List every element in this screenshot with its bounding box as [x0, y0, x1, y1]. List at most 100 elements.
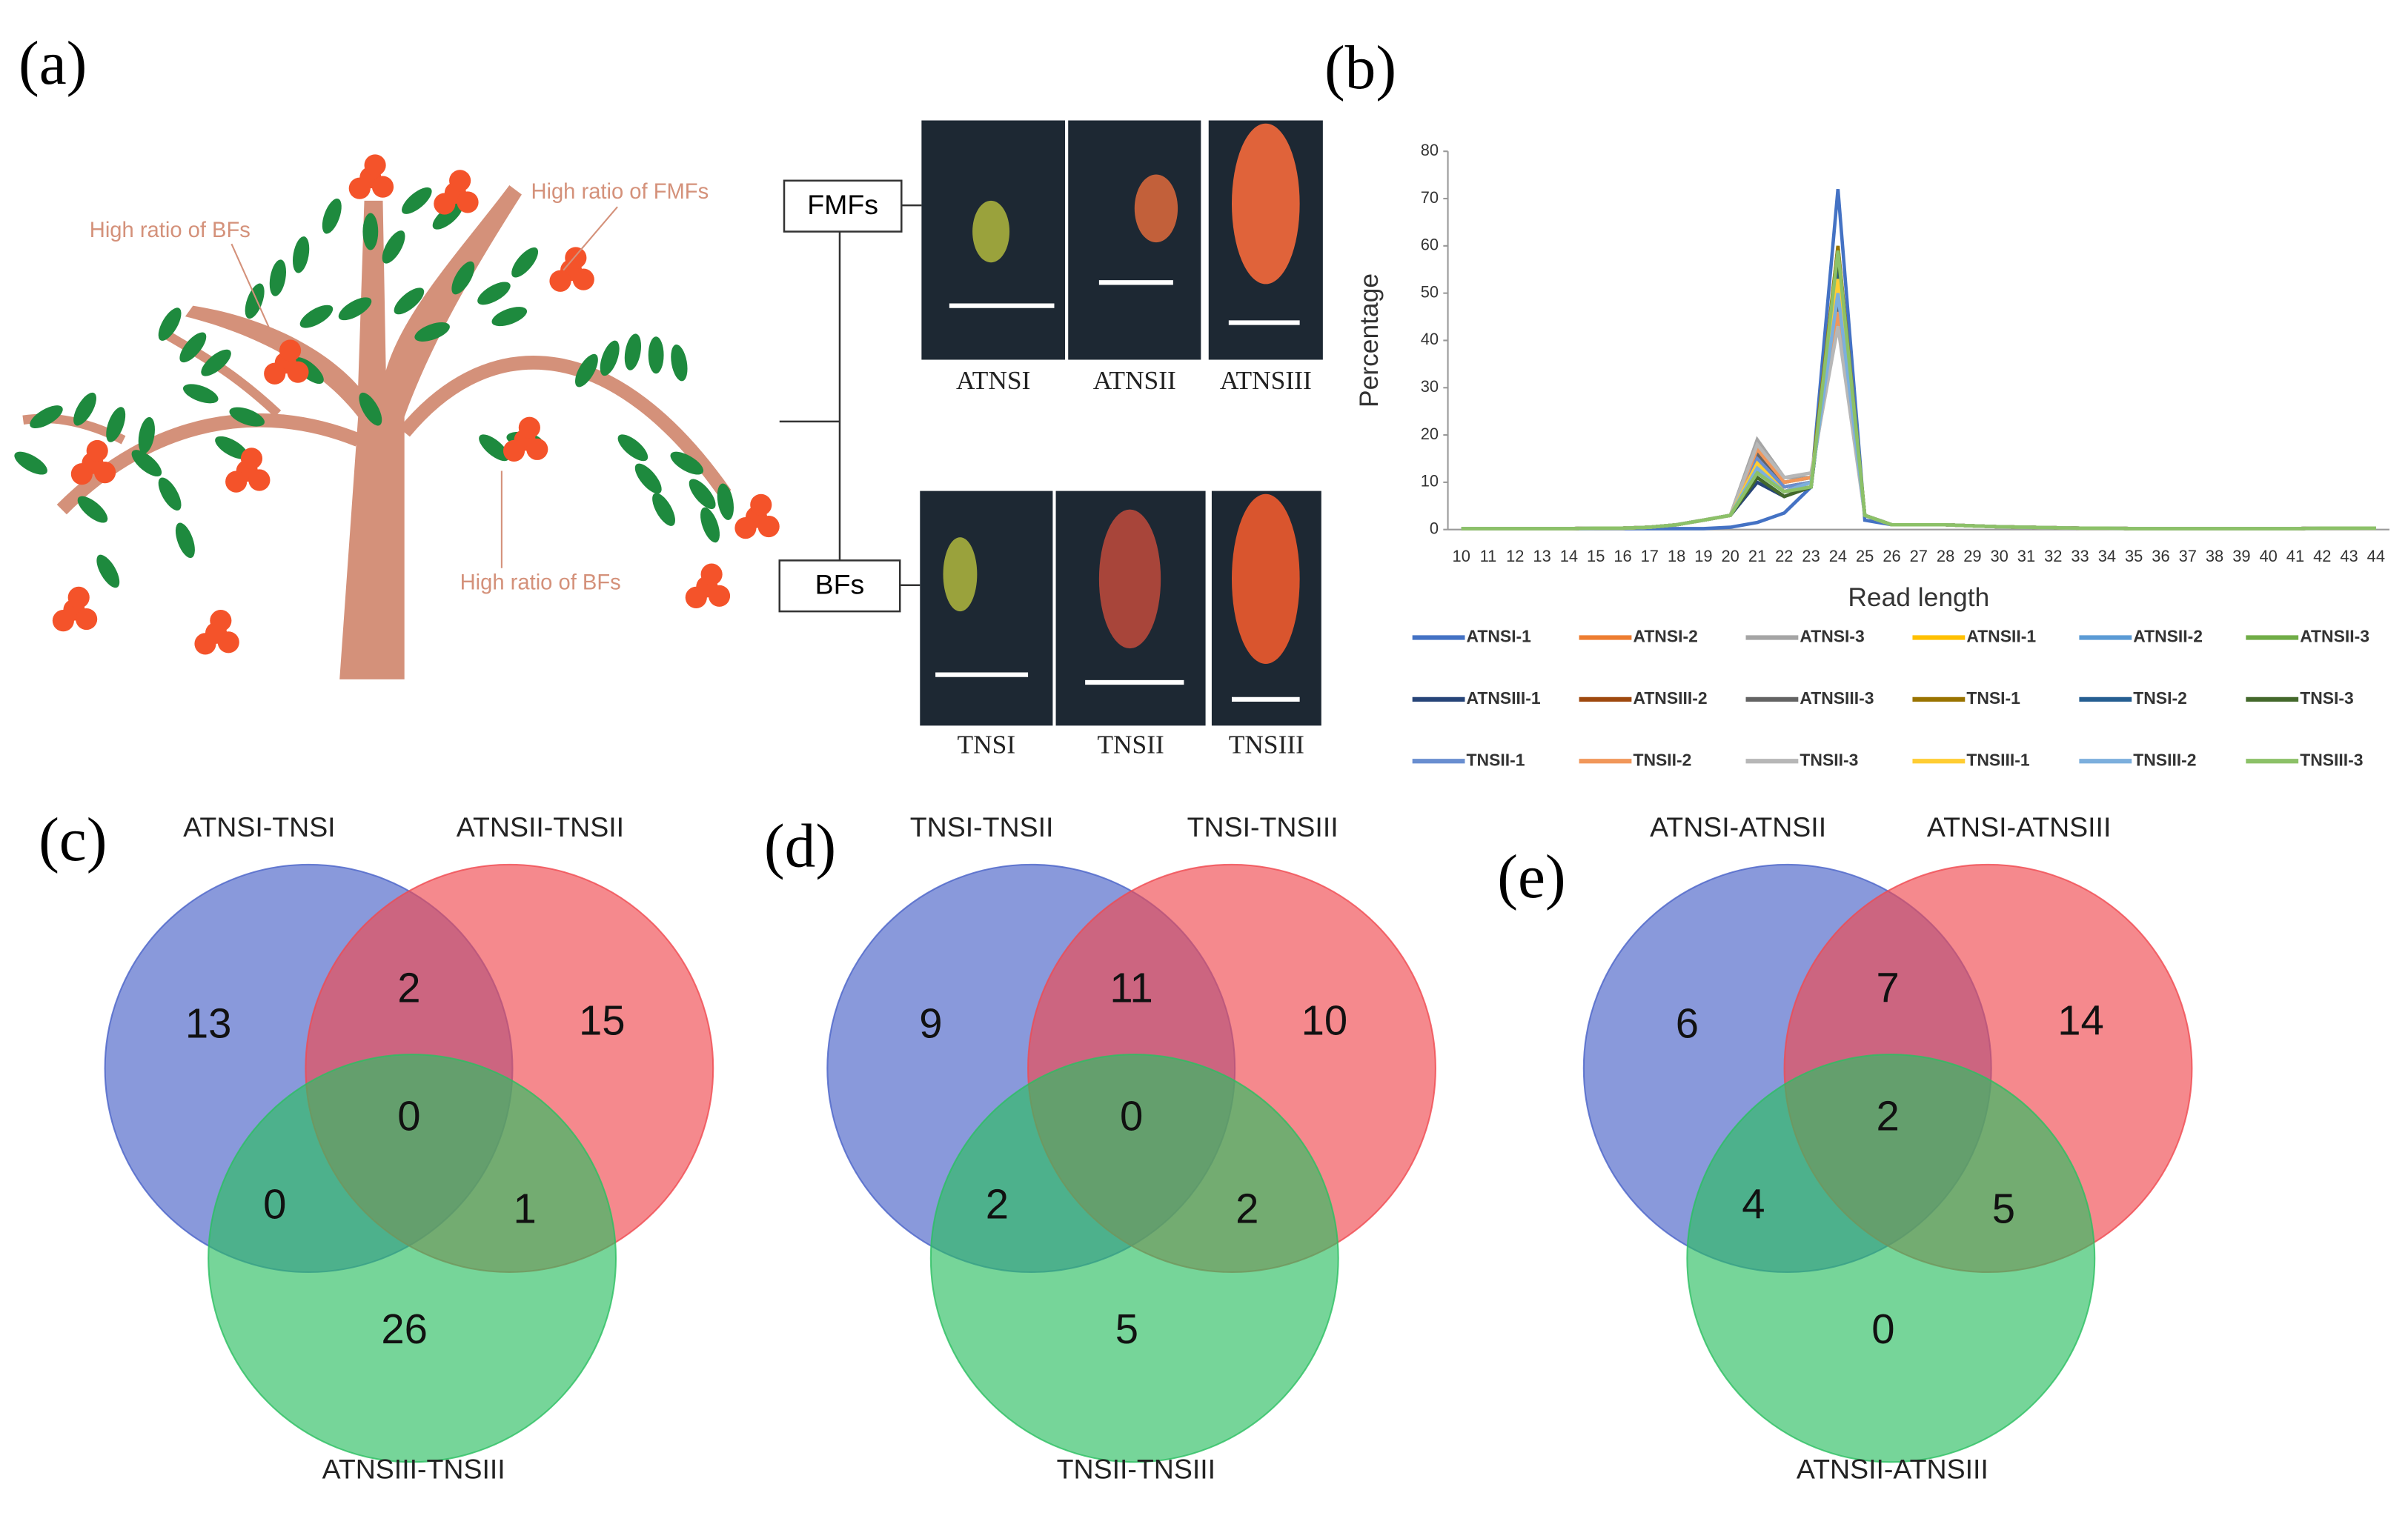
x-tick-label: 30	[1991, 547, 2009, 565]
x-tick-label: 35	[2125, 547, 2143, 565]
y-tick-label: 40	[1421, 330, 1439, 348]
flower	[734, 517, 757, 539]
leaf	[717, 483, 734, 520]
fruit	[1231, 493, 1300, 664]
leaf	[30, 405, 63, 429]
leaf	[201, 349, 231, 376]
leaf	[634, 463, 662, 494]
leaf	[322, 198, 342, 234]
tree-illustration	[14, 154, 780, 679]
venn-set	[208, 1054, 617, 1463]
leaf	[414, 322, 450, 342]
flower	[757, 515, 780, 538]
leaf	[338, 297, 372, 321]
flower	[70, 463, 93, 485]
region-count: 0	[397, 1093, 420, 1140]
venn-set	[1686, 1054, 2096, 1463]
leaf	[14, 451, 47, 475]
annotation-pointer	[563, 206, 618, 271]
flower	[364, 154, 386, 176]
sample-label: ATNSIII	[1220, 365, 1312, 395]
panel-label: (d)	[764, 812, 836, 880]
flower	[86, 439, 108, 462]
leaf	[477, 282, 511, 305]
region-count: 11	[1110, 965, 1152, 1011]
branch	[159, 327, 282, 417]
flower	[565, 247, 587, 269]
region-count: 0	[1120, 1093, 1143, 1140]
legend-label: ATNSIII-1	[1467, 688, 1541, 708]
leaf	[299, 305, 334, 328]
leaf	[292, 236, 310, 273]
region-count: 1	[513, 1186, 536, 1232]
region-count: 2	[986, 1180, 1009, 1227]
flower	[434, 193, 456, 215]
legend-label: TNSIII-3	[2300, 750, 2363, 769]
leaf	[402, 187, 432, 214]
leaf	[362, 213, 379, 250]
leaf	[96, 554, 120, 588]
x-tick-label: 26	[1883, 547, 1900, 565]
x-tick-label: 40	[2260, 547, 2278, 565]
leaf	[479, 434, 509, 462]
y-tick-label: 50	[1421, 282, 1439, 301]
flower	[348, 177, 371, 199]
leaf	[138, 416, 155, 454]
flower	[194, 633, 216, 655]
flower	[708, 585, 731, 607]
series-line	[1461, 265, 2376, 531]
photos	[920, 120, 1323, 726]
series-line	[1461, 325, 2376, 531]
leaf	[671, 344, 688, 382]
leaf	[652, 493, 675, 526]
x-tick-label: 28	[1937, 547, 1954, 565]
flower	[503, 439, 525, 462]
flower	[549, 270, 571, 292]
flower	[67, 586, 90, 608]
legend-label: TNSIII-1	[1966, 750, 2030, 769]
set-label: TNSI-TNSII	[910, 811, 1054, 842]
region-count: 26	[381, 1306, 428, 1352]
leaf	[182, 384, 219, 404]
x-tick-label: 24	[1829, 547, 1847, 565]
flower	[279, 339, 302, 362]
leaf	[131, 450, 162, 477]
photo	[1068, 120, 1201, 360]
photo	[920, 491, 1053, 726]
series-line	[1461, 302, 2376, 531]
legend-label: ATNSII-1	[1966, 627, 2036, 646]
x-tick-label: 33	[2071, 547, 2089, 565]
region-count: 15	[579, 997, 626, 1043]
flower	[572, 268, 594, 290]
set-label: ATNSII-ATNSIII	[1797, 1454, 1989, 1485]
flower	[700, 563, 723, 585]
leaf	[575, 353, 598, 388]
legend-label: TNSII-1	[1467, 750, 1525, 769]
x-tick-label: 10	[1453, 547, 1470, 565]
x-tick-label: 31	[2017, 547, 2035, 565]
series-line	[1461, 293, 2376, 531]
leaf	[269, 259, 287, 296]
series-line	[1461, 255, 2376, 531]
series-line	[1461, 269, 2376, 531]
x-tick-label: 21	[1748, 547, 1766, 565]
flower	[750, 493, 772, 516]
panel-label: (a)	[19, 30, 87, 98]
x-tick-label: 43	[2340, 547, 2358, 565]
series-line	[1461, 311, 2376, 531]
x-tick-label: 41	[2286, 547, 2304, 565]
leaf	[179, 332, 207, 363]
flower	[94, 462, 116, 484]
group-box	[783, 179, 903, 233]
leaf	[511, 247, 539, 278]
leaf	[77, 496, 108, 523]
legend-label: TNSII-3	[1800, 750, 1858, 769]
region-count: 0	[1871, 1306, 1894, 1352]
series-line	[1461, 269, 2376, 531]
x-tick-label: 32	[2044, 547, 2062, 565]
venn-set	[929, 1054, 1339, 1463]
region-count: 5	[1992, 1186, 2015, 1232]
series-line	[1461, 293, 2376, 531]
legend-label: ATNSIII-2	[1633, 688, 1707, 708]
